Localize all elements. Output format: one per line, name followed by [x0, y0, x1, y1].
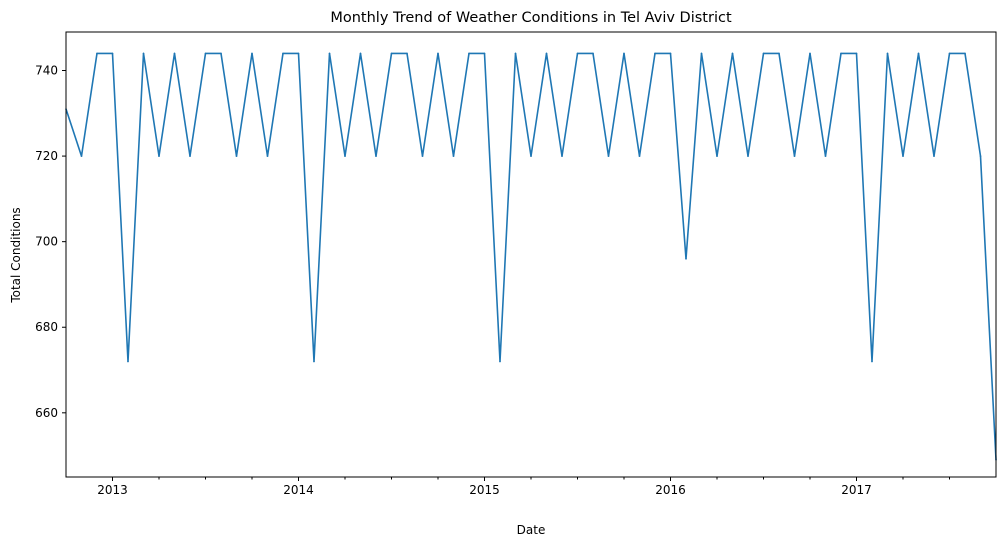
data-point: [700, 52, 703, 55]
data-point: [793, 155, 796, 157]
data-point: [452, 155, 455, 157]
data-point: [406, 52, 408, 55]
data-point: [127, 360, 129, 363]
data-point: [824, 155, 827, 157]
data-point: [716, 155, 718, 157]
data-point: [530, 155, 532, 157]
data-point: [809, 52, 811, 55]
y-axis-label: Total Conditions: [9, 207, 23, 303]
x-tick-label: 2013: [97, 483, 128, 497]
data-point: [359, 52, 362, 55]
data-point: [762, 52, 765, 55]
data-point: [80, 155, 83, 157]
data-point: [483, 52, 486, 55]
data-point: [592, 52, 594, 55]
chart-title: Monthly Trend of Weather Conditions in T…: [330, 10, 732, 26]
x-axis: 2013 2014 2015 2016 2017: [97, 477, 950, 497]
data-point: [561, 155, 563, 157]
data-point: [204, 52, 207, 55]
data-point: [344, 155, 346, 157]
data-point: [251, 52, 253, 55]
data-point: [96, 52, 98, 55]
data-point: [964, 52, 966, 55]
data-point: [499, 360, 501, 363]
data-point: [142, 52, 145, 55]
y-tick-label: 720: [35, 149, 58, 163]
data-point: [685, 257, 687, 260]
data-point: [220, 52, 222, 55]
data-point: [933, 155, 935, 157]
data-point: [282, 52, 284, 55]
data-point: [173, 52, 176, 55]
data-point: [297, 52, 300, 55]
data-point: [917, 52, 920, 55]
data-point: [607, 155, 610, 157]
data-point: [576, 52, 579, 55]
data-point: [731, 52, 734, 55]
x-tick-label: 2015: [469, 483, 500, 497]
data-point: [623, 52, 625, 55]
x-tick-label: 2017: [841, 483, 872, 497]
data-point: [266, 155, 269, 157]
data-point: [189, 155, 191, 157]
data-point: [235, 155, 238, 157]
y-tick-label: 680: [35, 320, 58, 334]
data-point: [638, 155, 641, 157]
data-point: [855, 52, 858, 55]
x-axis-label: Date: [517, 523, 546, 537]
data-point: [902, 155, 904, 157]
data-point: [437, 52, 439, 55]
data-point: [313, 360, 315, 363]
data-point: [948, 52, 951, 55]
data-point: [158, 155, 160, 157]
y-tick-label: 700: [35, 235, 58, 249]
data-point: [886, 52, 889, 55]
data-point: [421, 155, 424, 157]
data-point: [654, 52, 656, 55]
data-point: [979, 155, 982, 157]
data-point: [514, 52, 517, 55]
x-tick-label: 2016: [655, 483, 686, 497]
data-point: [328, 52, 331, 55]
data-point: [111, 52, 114, 55]
data-point: [778, 52, 780, 55]
y-tick-label: 740: [35, 64, 58, 78]
data-point: [375, 155, 377, 157]
x-tick-label: 2014: [283, 483, 314, 497]
y-tick-label: 660: [35, 406, 58, 420]
y-axis: 660 680 700 720 740: [35, 64, 66, 420]
data-points: [65, 52, 997, 461]
data-point: [468, 52, 470, 55]
data-point: [545, 52, 548, 55]
data-point: [840, 52, 842, 55]
data-point: [669, 52, 672, 55]
data-point: [390, 52, 393, 55]
data-point: [871, 360, 873, 363]
data-point: [747, 155, 749, 157]
